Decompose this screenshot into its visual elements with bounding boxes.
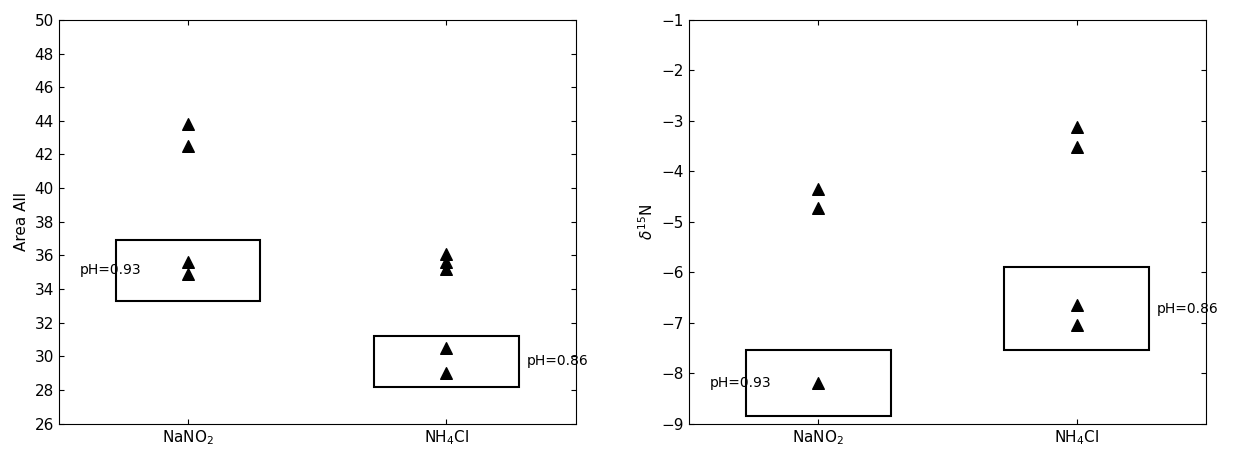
Y-axis label: Area All: Area All (14, 192, 29, 251)
Point (436, 250, 456, 257)
Point (1066, 301, 1086, 309)
Point (436, 259, 456, 266)
Text: pH=0.86: pH=0.86 (1157, 302, 1219, 316)
Text: pH=0.93: pH=0.93 (709, 376, 771, 390)
Bar (1004, 267, 1149, 350)
Point (808, 185, 828, 193)
Bar (374, 336, 518, 386)
Point (179, 270, 198, 278)
Point (1066, 321, 1086, 329)
Point (808, 379, 828, 387)
Point (179, 120, 198, 128)
Y-axis label: $\delta^{15}$N: $\delta^{15}$N (637, 203, 656, 240)
Point (436, 344, 456, 352)
Text: pH=0.86: pH=0.86 (527, 355, 588, 368)
Bar (115, 240, 260, 301)
Text: pH=0.93: pH=0.93 (79, 264, 141, 278)
Bar (746, 350, 890, 416)
Point (436, 265, 456, 272)
Point (436, 369, 456, 377)
Point (179, 142, 198, 150)
Point (808, 204, 828, 211)
Point (179, 259, 198, 266)
Point (1066, 143, 1086, 151)
Point (1066, 123, 1086, 130)
